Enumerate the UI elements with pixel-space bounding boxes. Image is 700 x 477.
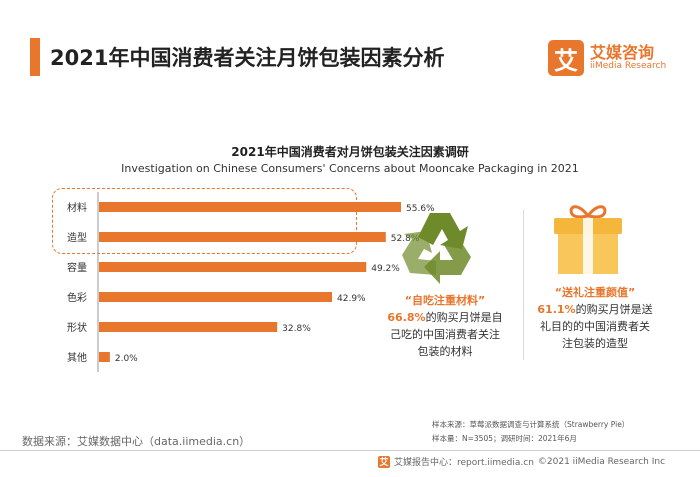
- data-label: 2.0%: [115, 354, 138, 364]
- report-logo-icon: 艾: [378, 455, 390, 468]
- insight-percent: 66.8%: [387, 311, 426, 324]
- category-label: 色彩: [67, 291, 87, 304]
- insight-text: 的购买月饼是送: [575, 303, 653, 316]
- title-accent-bar: [30, 38, 40, 76]
- insight-text: 注包装的造型: [562, 337, 628, 350]
- bar: [99, 262, 367, 272]
- category-label: 材料: [67, 201, 87, 214]
- data-label: 42.9%: [337, 294, 366, 304]
- gift-box-icon: [554, 205, 622, 274]
- logo-mark: 艾: [548, 40, 584, 76]
- category-label: 形状: [67, 321, 87, 334]
- copyright: ©2021 iiMedia Research Inc: [537, 456, 666, 467]
- bar: [99, 232, 386, 242]
- recycle-icon: [402, 213, 471, 284]
- logo-name-cn: 艾媒咨询: [590, 43, 655, 63]
- page-title: 2021年中国消费者关注月饼包装因素分析: [50, 46, 445, 70]
- category-label: 其他: [67, 351, 87, 364]
- data-label: 32.8%: [282, 324, 311, 334]
- category-label: 容量: [67, 261, 87, 274]
- insight-text: 的购买月饼是自: [425, 311, 503, 324]
- data-source: 数据来源：艾媒数据中心（data.iimedia.cn）: [22, 435, 251, 448]
- insight-percent: 61.1%: [537, 303, 576, 316]
- highlight-box: [52, 188, 357, 254]
- bar: [99, 292, 333, 302]
- sample-notes: 样本来源：草莓派数据调查与计算系统（Strawberry Pie） 样本量：N=…: [432, 418, 629, 446]
- insight-title: “自吃注重材料”: [404, 294, 486, 307]
- chart-title: 2021年中国消费者对月饼包装关注因素调研: [231, 145, 469, 159]
- bar: [99, 202, 401, 212]
- bar: [99, 322, 278, 332]
- logo-name-en: iiMedia Research: [590, 60, 667, 71]
- insight-text: 包装的材料: [417, 345, 473, 358]
- sample-size-note: 样本量：N=3505；调研时间：2021年6月: [432, 434, 577, 443]
- category-label: 造型: [67, 231, 87, 244]
- insight-text: 礼目的的中国消费者关: [540, 320, 650, 333]
- brand-logo: 艾 艾媒咨询 iiMedia Research: [548, 40, 666, 76]
- insight-self-purchase: “自吃注重材料” 66.8%的购买月饼是自 己吃的中国消费者关注 包装的材料: [385, 292, 505, 360]
- insight-gift-purchase: “送礼注重颜值” 61.1%的购买月饼是送 礼目的的中国消费者关 注包装的造型: [535, 284, 655, 352]
- footer-divider: [0, 450, 700, 451]
- chart-subtitle: Investigation on Chinese Consumers' Conc…: [121, 162, 579, 175]
- panel-divider: [523, 210, 524, 360]
- data-label: 52.8%: [391, 234, 420, 244]
- data-label: 49.2%: [371, 264, 400, 274]
- sample-source-note: 样本来源：草莓派数据调查与计算系统（Strawberry Pie）: [432, 420, 630, 429]
- bar: [99, 352, 110, 362]
- report-link[interactable]: 艾媒报告中心：report.iimedia.cn: [394, 458, 534, 468]
- insight-title: “送礼注重颜值”: [554, 286, 636, 299]
- footer-report: 艾 艾媒报告中心：report.iimedia.cn ©2021 iiMedia…: [378, 455, 665, 468]
- data-label: 55.6%: [406, 204, 435, 214]
- insight-text: 己吃的中国消费者关注: [390, 328, 500, 341]
